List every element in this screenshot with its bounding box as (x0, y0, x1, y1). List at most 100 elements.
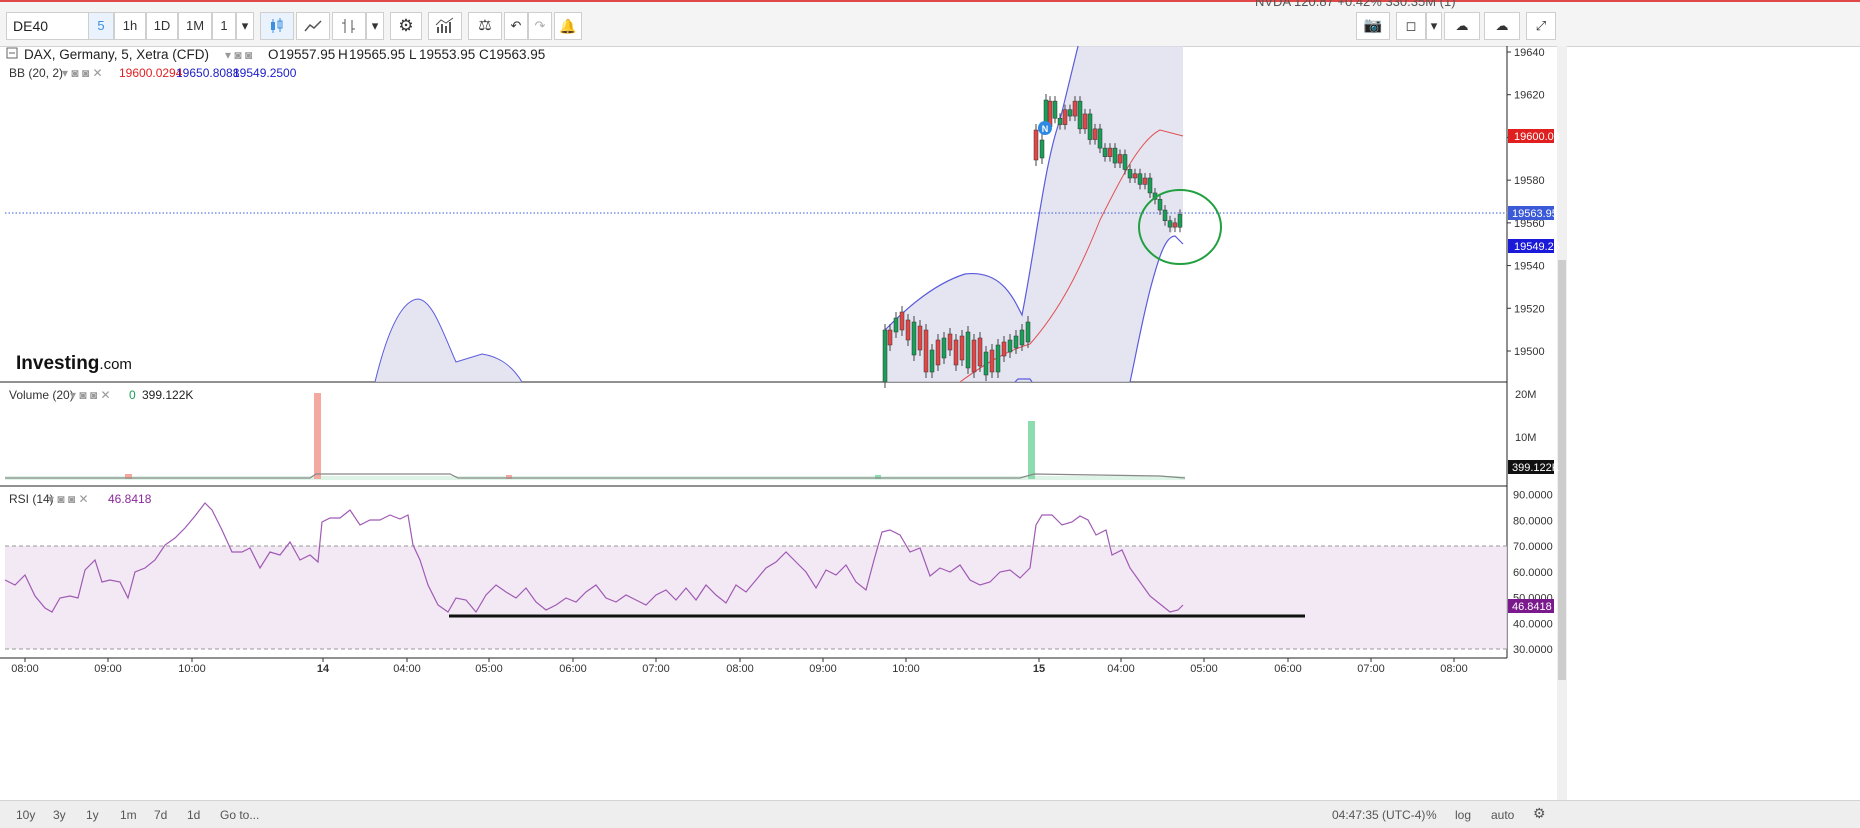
interval-multiplier[interactable]: 1 (212, 12, 236, 40)
time-axis[interactable]: 08:00 09:00 10:00 14 04:00 05:00 06:00 07:00 08:… (11, 658, 1468, 675)
fullscreen-button[interactable]: ⤢ (1526, 12, 1556, 40)
indicators-button[interactable] (428, 12, 462, 40)
cloud-save-button[interactable]: ☁ (1484, 12, 1520, 40)
goto-button[interactable]: Go to... (220, 808, 260, 822)
candle-body (1052, 100, 1058, 119)
news-marker-icon[interactable] (1038, 121, 1052, 135)
rsi-axis-tick-label: 80.0000 (1513, 515, 1553, 527)
time-axis-tick-label: 06:00 (559, 663, 587, 675)
high-label: H (338, 47, 348, 62)
time-axis-tick-label: 14 (317, 663, 330, 675)
legend-dropdown-icon[interactable]: ▾ ◙ ◙ (225, 48, 252, 62)
alert-button[interactable]: 🔔 (554, 12, 582, 40)
highlight-circle-annotation[interactable] (1138, 189, 1222, 265)
drawing-tools-button[interactable] (332, 12, 366, 40)
candle-body (1107, 147, 1113, 157)
scrollbar-thumb[interactable] (1558, 260, 1566, 680)
candle-body (899, 311, 905, 331)
screenshot-button[interactable]: 📷 (1356, 12, 1390, 40)
interval-1m-button[interactable]: 1M (178, 12, 212, 40)
cloud-upload-icon: ☁ (1495, 18, 1509, 33)
rsi-line (4, 502, 1184, 614)
candle-body (1039, 139, 1045, 159)
candle-body (1019, 329, 1025, 346)
candle-body (989, 349, 995, 373)
candle-body (1033, 129, 1039, 161)
price-axis-tick-label: 19640 (1514, 47, 1545, 59)
price-axis-tick-label: 19560 (1514, 218, 1545, 230)
bb-mid-price-tag-text: 19600.03 (1514, 131, 1560, 143)
range-1y-button[interactable]: 1y (86, 808, 99, 822)
news-marker-letter: N (1042, 124, 1049, 134)
candle-body (1102, 147, 1108, 157)
redo-icon: ↷ (534, 18, 546, 33)
collapse-pane-icon[interactable] (6, 47, 18, 59)
range-1m-button[interactable]: 1m (120, 808, 137, 822)
candle-body (911, 321, 917, 356)
candle-body (995, 344, 1001, 373)
settings-button[interactable]: ⚙ (390, 12, 422, 40)
undo-button[interactable]: ↶ (504, 12, 528, 40)
chart-canvas[interactable]: N DAX, Germany, 5, Xetra (CFD) ▾ ◙ ◙ O 1… (0, 46, 1860, 800)
drawing-dropdown-button[interactable]: ▾ (366, 12, 384, 40)
rsi-value-tag (1508, 599, 1554, 613)
rsi-band-fill (5, 546, 1507, 649)
compare-button[interactable]: ⚖ (468, 12, 502, 40)
chart-toolbar: 5 1h 1D 1M 1 ▾ ▾ ⚙ ⚖ ↶ ↷ 🔔 NVDA 120.87 +… (0, 0, 1860, 47)
interval-dropdown-button[interactable]: ▾ (236, 12, 254, 40)
candle-body (1082, 113, 1088, 130)
gear-icon[interactable]: ⚙ (1533, 805, 1546, 821)
range-1d-button[interactable]: 1d (187, 808, 201, 822)
line-style-button[interactable] (296, 12, 330, 40)
rsi-axis-tick-label: 60.0000 (1513, 567, 1553, 579)
scale-balance-icon: ⚖ (478, 17, 492, 34)
interval-1d-button[interactable]: 1D (146, 12, 178, 40)
rsi-settings-icons[interactable]: ▾ ◙ ◙ ✕ (48, 492, 89, 506)
redo-button[interactable]: ↷ (528, 12, 552, 40)
cloud-load-button[interactable]: ☁ (1444, 12, 1480, 40)
price-axis-tick-label: 19620 (1514, 90, 1545, 102)
range-10y-button[interactable]: 10y (16, 808, 36, 822)
range-3y-button[interactable]: 3y (53, 808, 66, 822)
candle-body (1097, 128, 1103, 149)
price-axis-tick-label: 19540 (1514, 261, 1545, 273)
volume-bar (875, 475, 881, 479)
candle-body (959, 335, 965, 361)
candle-body (953, 339, 959, 366)
candle-body (965, 331, 971, 369)
indicators-icon (435, 17, 454, 33)
high-value: 19565.95 (349, 47, 405, 62)
layout-button[interactable]: ◻ (1396, 12, 1426, 40)
price-axis[interactable]: 1950019520195401956019580196001962019640 (1507, 47, 1545, 358)
time-axis-tick-label: 10:00 (892, 663, 920, 675)
investing-logo: Investing.com (16, 353, 132, 374)
candles-style-button[interactable] (260, 12, 294, 40)
instrument-title: DAX, Germany, 5, Xetra (CFD) (24, 47, 209, 62)
bb-settings-icons[interactable]: ▾ ◙ ◙ ✕ (62, 66, 103, 80)
rsi-axis[interactable]: 30.000040.000050.000060.000070.000080.00… (1513, 490, 1553, 657)
percent-toggle[interactable]: % (1426, 808, 1437, 822)
interval-5m-button[interactable]: 5 (88, 12, 114, 40)
volume-zero: 0 (129, 388, 136, 402)
log-toggle[interactable]: log (1455, 808, 1472, 822)
time-axis-tick-label: 09:00 (94, 663, 122, 675)
range-7d-button[interactable]: 7d (154, 808, 168, 822)
candle-body (1127, 169, 1133, 179)
candle-body (1147, 177, 1153, 194)
chevron-down-icon: ▾ (241, 18, 249, 33)
time-axis-tick-label: 15 (1033, 663, 1045, 675)
volume-value-tag-text: 399.122K (1512, 462, 1560, 474)
close-value: 19563.95 (489, 47, 545, 62)
volume-settings-icons[interactable]: ▾ ◙ ◙ ✕ (70, 388, 111, 402)
time-axis-tick-label: 07:00 (1357, 663, 1385, 675)
candle-body (929, 349, 935, 373)
layout-dropdown-button[interactable]: ▾ (1426, 12, 1442, 40)
auto-toggle[interactable]: auto (1491, 808, 1515, 822)
volume-ma-line (5, 473, 1186, 479)
candle-body (1132, 173, 1138, 179)
interval-1h-button[interactable]: 1h (114, 12, 146, 40)
time-axis-tick-label: 10:00 (178, 663, 206, 675)
open-value: 19557.95 (279, 47, 335, 62)
candle-body (971, 339, 977, 373)
undo-icon: ↶ (510, 18, 522, 33)
